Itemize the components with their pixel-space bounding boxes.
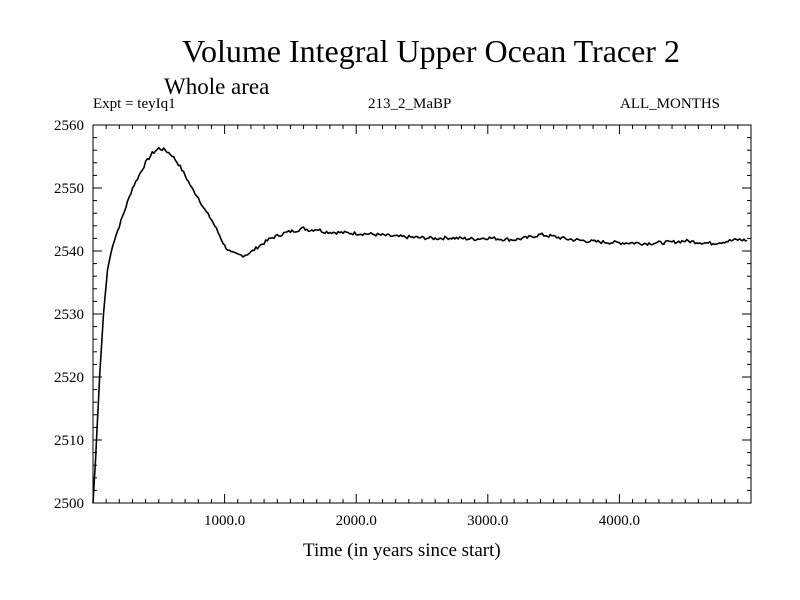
x-tick-label: 1000.0 [204, 513, 245, 529]
data-series [92, 146, 748, 504]
period-label: ALL_MONTHS [620, 96, 720, 112]
run-label: 213_2_MaBP [368, 96, 452, 112]
y-tick-label: 2520 [54, 370, 84, 386]
x-axis-label: Time (in years since start) [303, 540, 501, 561]
y-tick-label: 2560 [54, 118, 84, 134]
series-line [92, 146, 748, 504]
tick-labels: 1000.0 2000.0 3000.0 4000.0 2500 2510 2520 2530… [54, 118, 640, 529]
y-tick-label: 2510 [54, 433, 84, 449]
experiment-label: Expt = teyIq1 [93, 96, 176, 112]
chart-subtitle: Whole area [164, 74, 270, 99]
plot-frame [92, 124, 752, 504]
chart-title: Volume Integral Upper Ocean Tracer 2 [182, 33, 680, 69]
y-tick-label: 2550 [54, 181, 84, 197]
x-tick-label: 2000.0 [336, 513, 377, 529]
y-tick-label: 2500 [54, 496, 84, 512]
x-tick-label: 3000.0 [467, 513, 508, 529]
y-tick-label: 2540 [54, 244, 84, 260]
axis-ticks [93, 125, 751, 503]
y-tick-label: 2530 [54, 307, 84, 323]
x-tick-label: 4000.0 [599, 513, 640, 529]
